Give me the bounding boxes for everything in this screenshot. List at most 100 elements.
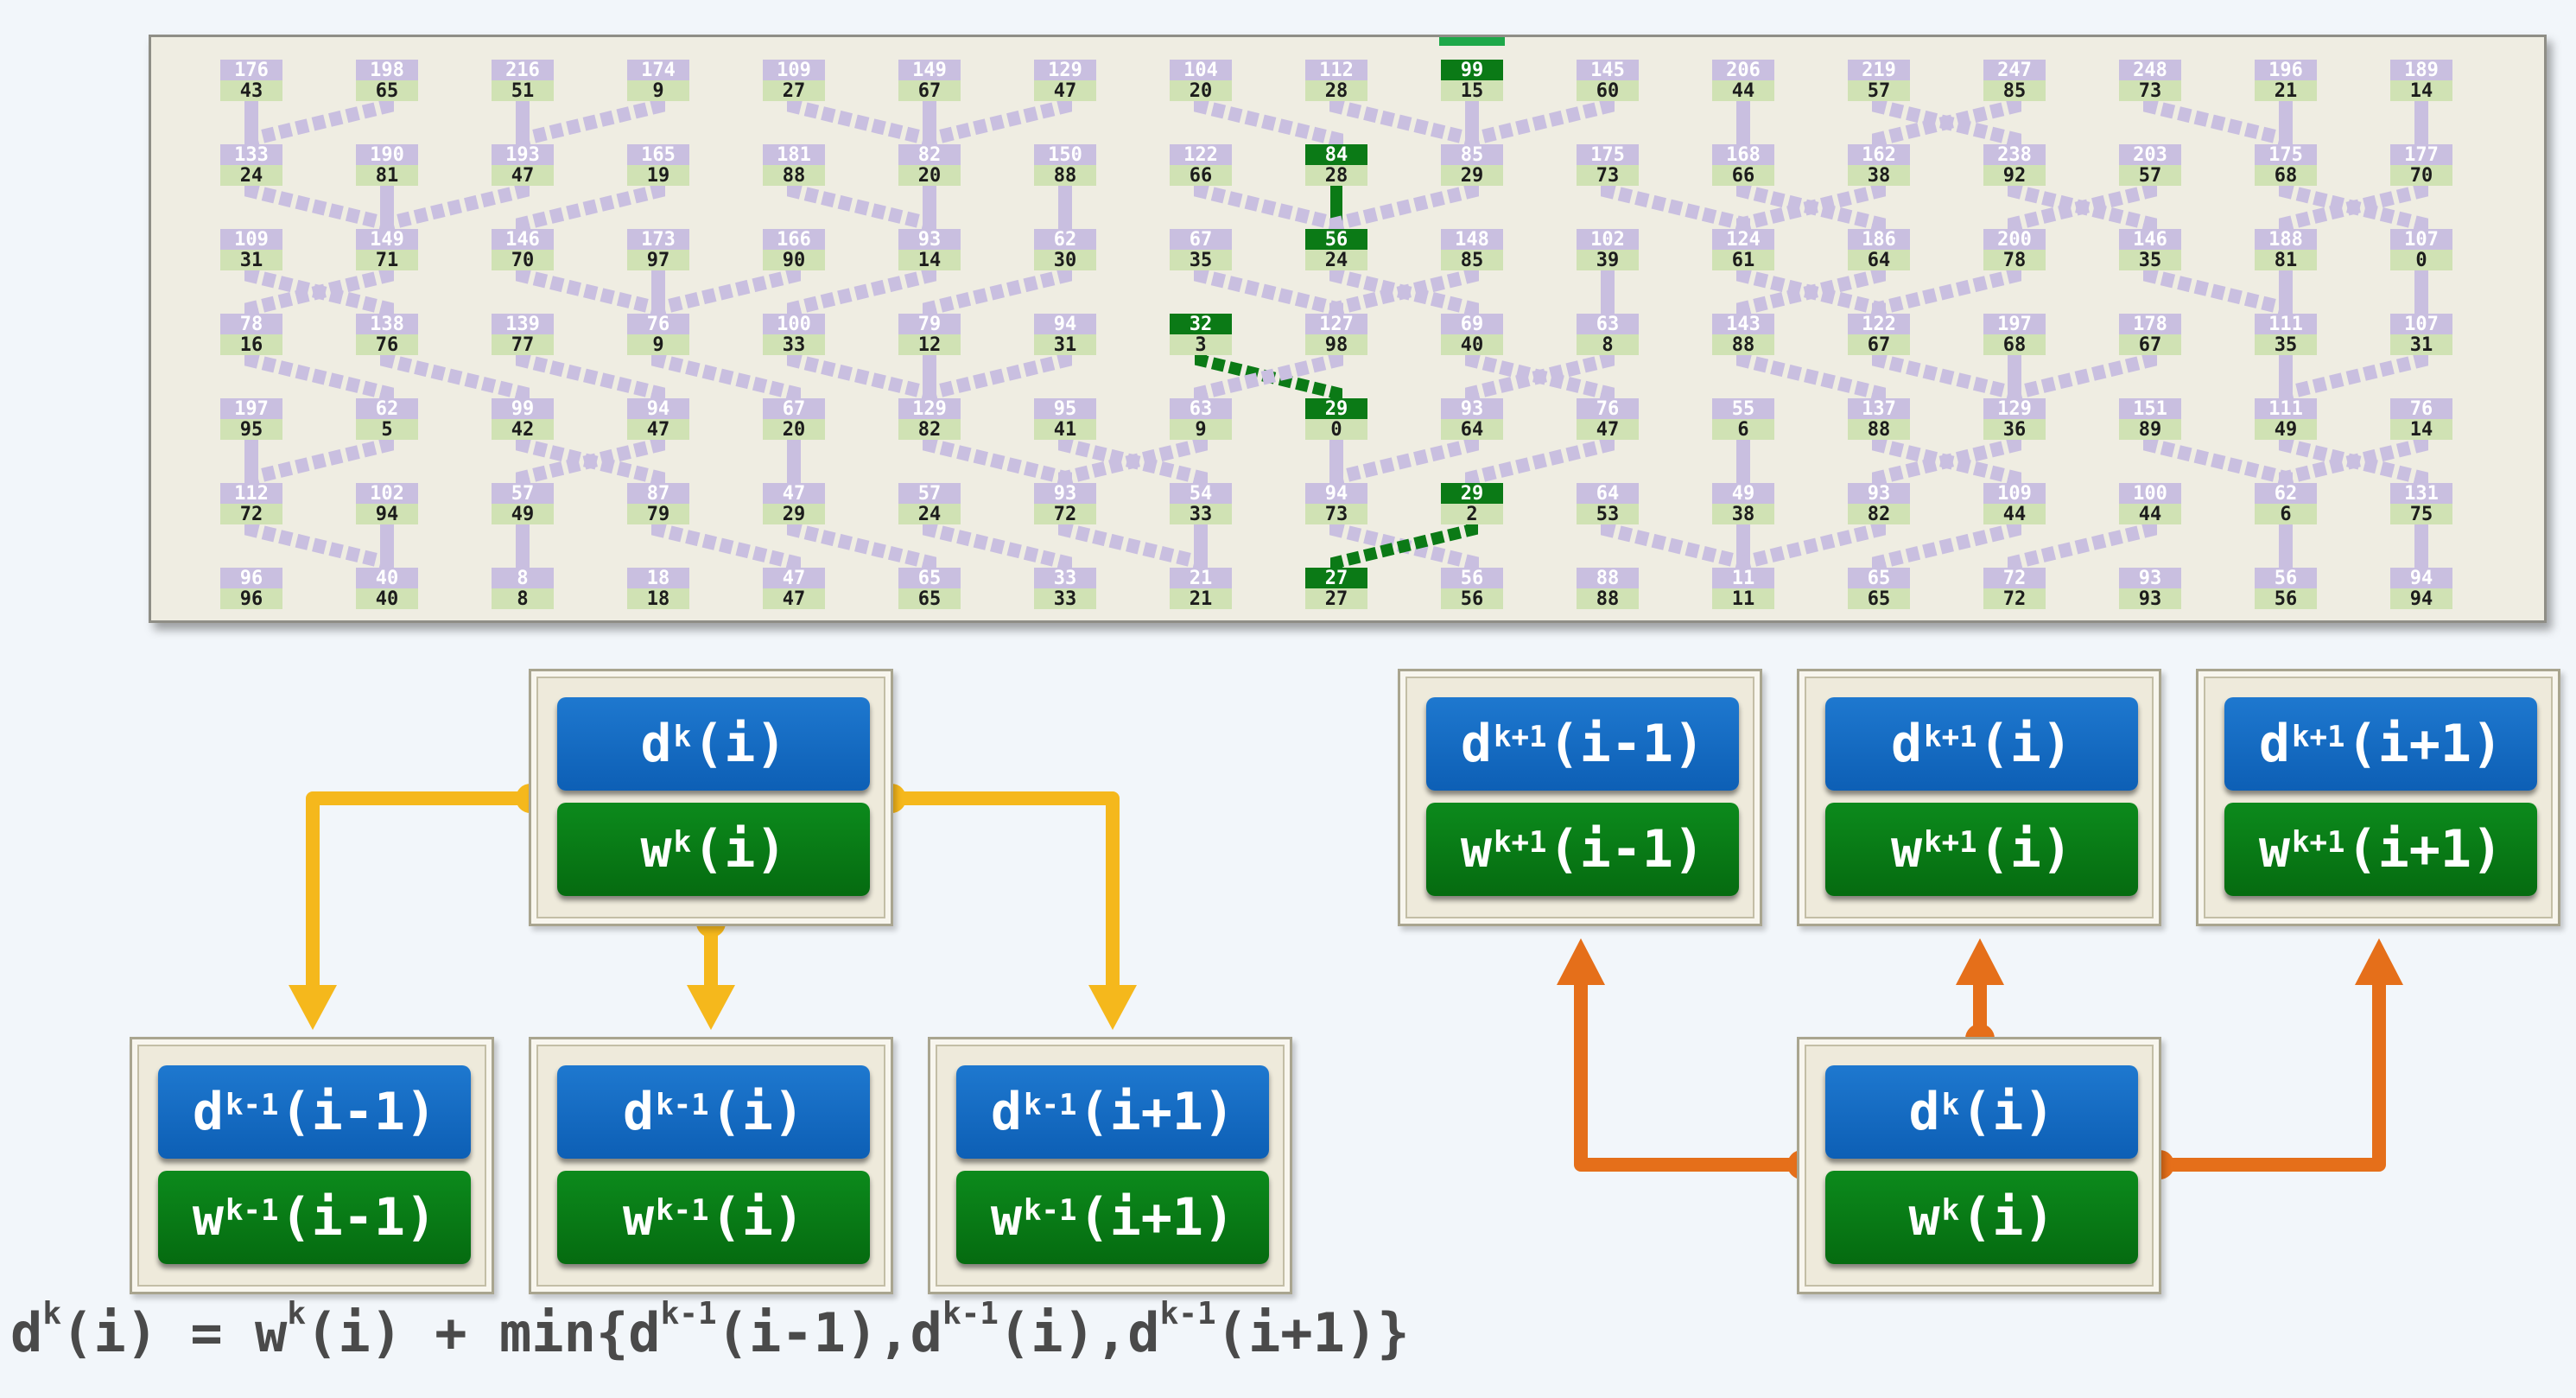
cell-w-value: 47 — [511, 165, 535, 187]
cell-w-bg — [1712, 165, 1774, 186]
node-parent-right: d k+1 (i+1) w k+1 (i+1) — [2196, 669, 2560, 926]
cell-w-bg — [763, 165, 825, 186]
cell-d-bg — [1848, 568, 1910, 588]
cell-w-bg — [1305, 165, 1367, 186]
cell-w-value: 47 — [1054, 80, 1077, 102]
cell-d-bg — [1034, 568, 1096, 588]
cell-d-bg — [220, 144, 282, 165]
cell-d-value: 111 — [2268, 314, 2303, 335]
arrow-head-left-parent — [1557, 938, 1605, 985]
grid-cell: 639 — [1170, 398, 1232, 441]
cell-w-bg — [2390, 250, 2452, 270]
cell-w-bg — [627, 588, 689, 609]
grid-connector — [2279, 353, 2428, 400]
cell-w-bg — [2390, 419, 2452, 440]
d-pill: d k-1 (i+1) — [956, 1065, 1269, 1159]
cell-w-value: 64 — [1461, 419, 1484, 441]
cell-d-value: 76 — [2410, 398, 2433, 420]
cell-d-value: 96 — [240, 568, 263, 589]
grid-connector — [1736, 184, 1886, 231]
cell-d-value: 57 — [918, 483, 942, 505]
cell-w-value: 60 — [1596, 80, 1620, 102]
cell-w-value: 72 — [2003, 588, 2027, 610]
grid-connector — [2143, 99, 2293, 146]
cell-d-bg — [627, 398, 689, 419]
cell-w-bg — [1983, 419, 2046, 440]
cell-d-value: 18 — [647, 568, 670, 589]
cell-d-bg — [1441, 483, 1503, 504]
grid-connector — [244, 99, 394, 146]
cell-w-bg — [1305, 334, 1367, 355]
cell-d-bg — [1712, 229, 1774, 250]
cell-w-value: 68 — [2003, 334, 2027, 356]
w-pill: w k-1 (i-1) — [158, 1171, 471, 1264]
cell-w-value: 88 — [783, 165, 806, 187]
cell-d-bg — [356, 568, 418, 588]
cell-w-value: 81 — [2275, 250, 2298, 271]
cell-w-bg — [627, 419, 689, 440]
cell-d-value: 196 — [2268, 60, 2303, 81]
grid-connector — [244, 438, 394, 485]
cell-w-value: 8 — [517, 588, 528, 610]
cell-d-value: 178 — [2133, 314, 2167, 335]
cell-d-value: 93 — [918, 229, 942, 251]
cell-w-value: 14 — [2410, 419, 2433, 441]
cell-d-value: 176 — [234, 60, 269, 81]
cell-d-value: 49 — [1732, 483, 1755, 505]
cell-d-bg — [627, 314, 689, 334]
grid-connector — [1329, 438, 1479, 485]
grid-connector — [1329, 99, 1479, 146]
grid-connector — [1329, 269, 1479, 315]
cell-d-value: 62 — [376, 398, 399, 420]
cell-d-bg — [627, 229, 689, 250]
cell-w-value: 67 — [2139, 334, 2162, 356]
cell-d-value: 62 — [2275, 483, 2298, 505]
cell-w-bg — [1034, 588, 1096, 609]
cell-d-value: 104 — [1183, 60, 1218, 81]
cell-d-value: 32 — [1190, 314, 1213, 335]
cell-d-value: 94 — [647, 398, 670, 420]
cell-d-value: 189 — [2404, 60, 2439, 81]
grid-connector — [923, 353, 1072, 400]
cell-w-value: 9 — [652, 334, 663, 356]
cell-w-bg — [1983, 80, 2046, 101]
cell-d-bg — [1712, 398, 1774, 419]
grid-connector — [244, 523, 394, 569]
cell-d-bg — [1577, 314, 1639, 334]
cell-d-bg — [627, 144, 689, 165]
cell-w-value: 81 — [376, 165, 399, 187]
cell-d-bg — [1305, 314, 1367, 334]
cell-d-bg — [356, 314, 418, 334]
grid-connector — [1872, 523, 2021, 569]
cell-d-bg — [763, 483, 825, 504]
cell-d-bg — [1170, 60, 1232, 80]
grid-connector — [1736, 269, 1886, 315]
cell-d-bg — [898, 398, 961, 419]
cell-w-value: 0 — [1330, 419, 1342, 441]
grid-connector — [651, 269, 801, 315]
cell-d-value: 173 — [641, 229, 676, 251]
cell-w-bg — [220, 504, 282, 524]
